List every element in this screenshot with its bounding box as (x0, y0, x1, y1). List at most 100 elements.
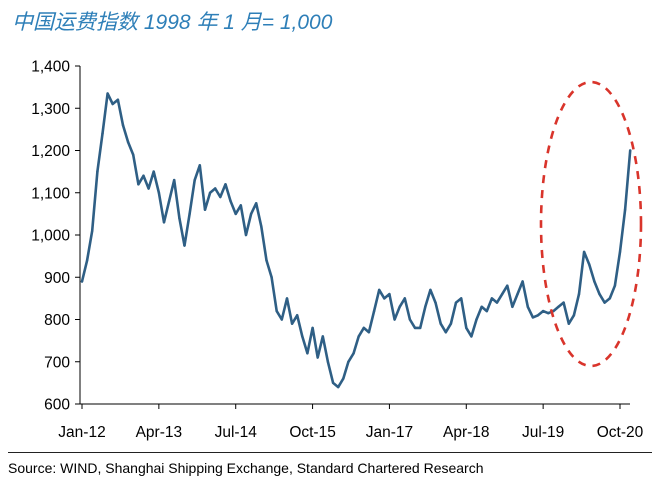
y-tick-label: 1,200 (31, 143, 70, 160)
series-point (470, 335, 473, 338)
series-point (557, 305, 560, 308)
series-point (521, 280, 524, 283)
source-note: Source: WIND, Shanghai Shipping Exchange… (8, 460, 484, 476)
series-point (80, 280, 84, 283)
series-point (306, 352, 309, 355)
series-point (147, 187, 150, 190)
series-point (173, 178, 176, 182)
series-point (121, 124, 125, 127)
series-line (80, 92, 632, 389)
series-point (603, 301, 606, 304)
series-point (454, 301, 458, 304)
y-tick-label: 1,000 (31, 228, 70, 245)
series-point (429, 288, 432, 292)
series-point (618, 250, 622, 254)
series-point (296, 314, 299, 317)
series-point (495, 301, 499, 304)
y-tick-label: 700 (44, 354, 70, 371)
series-point (383, 297, 386, 300)
series-point (398, 305, 401, 308)
series-point (321, 335, 324, 338)
series-point (178, 216, 181, 220)
series-point (208, 191, 212, 194)
series-point (444, 331, 447, 334)
x-tick-label: Jul-19 (522, 424, 564, 441)
series-point (485, 309, 488, 313)
series-point (85, 259, 89, 262)
series-point (413, 326, 417, 330)
series-point (152, 170, 155, 173)
series-point (132, 153, 135, 156)
series-point (311, 326, 314, 330)
series-point (613, 284, 617, 287)
series-point (408, 318, 412, 321)
series-point (531, 316, 535, 319)
series-point (480, 305, 483, 308)
y-tick-label: 1,400 (31, 59, 70, 76)
series-point (347, 360, 350, 363)
x-tick-label: Oct-20 (597, 424, 644, 441)
series-point (541, 309, 545, 313)
x-tick-label: Apr-18 (443, 424, 490, 441)
series-point (316, 356, 319, 359)
y-tick-labels: 600 700 800 900 1,000 1,100 1,200 1,300 1,400 (31, 59, 80, 414)
series-point (501, 292, 504, 296)
series-point (367, 331, 371, 334)
series-point (214, 187, 217, 190)
series-point (393, 318, 396, 321)
series-point (280, 318, 283, 321)
series-point (239, 204, 242, 207)
series-point (562, 301, 565, 304)
series-point (111, 102, 114, 106)
series-point (260, 225, 263, 228)
series-point (255, 202, 258, 205)
x-tick-label: Oct-15 (289, 424, 336, 441)
series-point (372, 309, 376, 313)
series-point (162, 221, 166, 224)
series-point (378, 288, 381, 292)
series-point (126, 140, 130, 144)
x-tick-label: Jul-14 (215, 424, 258, 441)
series-point (567, 322, 570, 325)
series-point (536, 314, 540, 317)
series-point (106, 92, 109, 95)
chart-title: 中国运费指数 1998 年 1 月= 1,000 (12, 11, 333, 34)
series-point (116, 98, 120, 102)
series-point (326, 360, 330, 363)
series-point (424, 305, 427, 308)
series-point (526, 305, 529, 308)
series-point (101, 132, 104, 135)
series-point (403, 297, 406, 300)
series-point (198, 164, 201, 167)
series-point (183, 244, 186, 247)
series-point (234, 212, 237, 216)
series-point (419, 326, 422, 330)
highlight-ellipse (539, 80, 643, 368)
series-point (157, 191, 161, 194)
series-point (301, 335, 304, 338)
series-point (167, 200, 171, 203)
x-tick-labels: Jan-12 Apr-13 Jul-14 Oct-15 Jan-17 Apr-18 Jul-… (58, 404, 644, 441)
series-point (490, 297, 494, 300)
series-point (249, 212, 253, 216)
series-point (475, 318, 478, 321)
series-point (511, 305, 514, 308)
series-point (460, 297, 463, 300)
series-point (265, 259, 268, 262)
series-point (244, 233, 248, 237)
series-point (275, 309, 278, 313)
series-point (388, 292, 391, 296)
series-point (516, 292, 519, 296)
series-point (577, 292, 581, 296)
series-point (362, 326, 365, 330)
series-point (439, 322, 442, 325)
series-point (593, 280, 596, 283)
series-point (352, 352, 355, 355)
series-point (506, 284, 509, 287)
series-point (229, 200, 232, 203)
y-tick-label: 1,100 (31, 185, 70, 202)
x-axis: Jan-12 Apr-13 Jul-14 Oct-15 Jan-17 Apr-18 Jul-… (58, 403, 644, 441)
series-point (608, 297, 611, 300)
series-point (193, 178, 196, 182)
y-tick-label: 600 (44, 397, 70, 414)
